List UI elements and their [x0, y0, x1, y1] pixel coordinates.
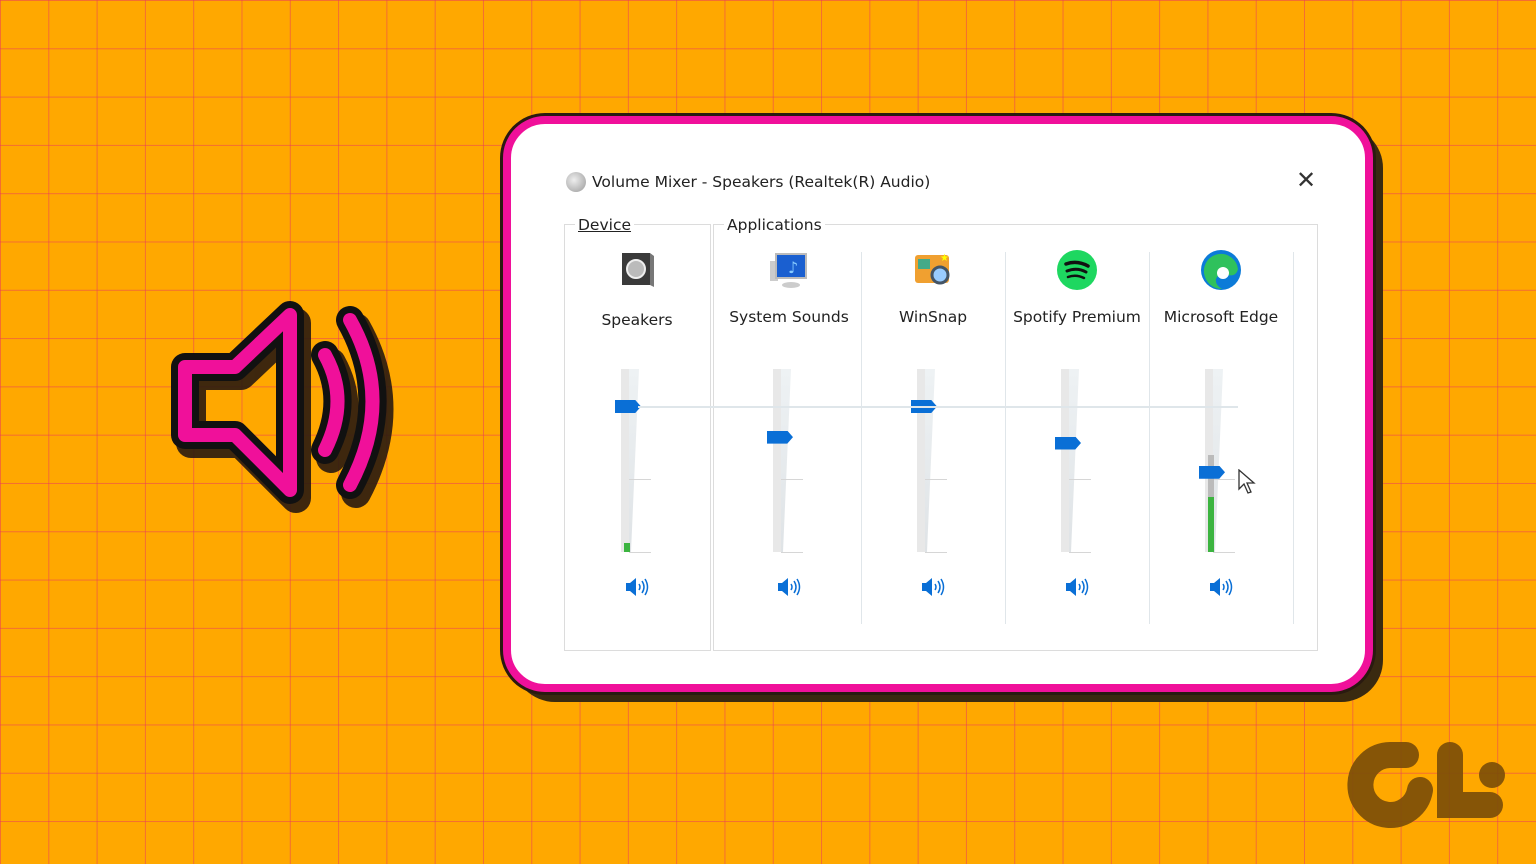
close-button[interactable]: ✕: [1296, 166, 1317, 194]
mute-button-speaker-icon[interactable]: [921, 576, 945, 602]
mute-button-speaker-icon[interactable]: [1065, 576, 1089, 602]
spotify-icon: [1056, 249, 1098, 291]
volume-slider[interactable]: [911, 369, 947, 554]
app-name: Speakers: [601, 311, 673, 329]
app-name: Spotify Premium: [1013, 308, 1141, 326]
slider-thumb[interactable]: [1055, 436, 1081, 450]
slider-track-taper: [781, 369, 791, 552]
slider-tick: [629, 552, 651, 553]
applications-group-label: Applications: [724, 216, 825, 234]
volume-slider[interactable]: [615, 369, 651, 554]
volume-slider[interactable]: [1055, 369, 1091, 554]
slider-track-taper: [629, 369, 639, 552]
mute-button-speaker-icon[interactable]: [1209, 576, 1233, 602]
svg-text:♪: ♪: [788, 258, 798, 277]
level-meter: [1208, 497, 1214, 552]
winsnap-icon: ★: [912, 249, 954, 291]
slider-tick: [1069, 552, 1091, 553]
app-name: Microsoft Edge: [1163, 308, 1279, 326]
slider-track: [917, 369, 927, 552]
mixer-column-spotify-premium: Spotify Premium: [1005, 244, 1149, 622]
slider-track: [773, 369, 783, 552]
column-separator: [861, 252, 862, 624]
mixer-column-speakers: Speakers: [565, 244, 709, 622]
slider-tick: [1069, 479, 1091, 480]
column-separator: [1149, 252, 1150, 624]
edge-icon: [1200, 249, 1242, 291]
applications-group: Applications: [713, 216, 1318, 651]
master-volume-line: [638, 406, 1238, 408]
slider-track: [1061, 369, 1071, 552]
column-separator: [1005, 252, 1006, 624]
slider-track-taper: [925, 369, 935, 552]
slider-tick: [781, 552, 803, 553]
column-separator: [1293, 252, 1294, 624]
slider-tick: [925, 552, 947, 553]
slider-tick: [781, 479, 803, 480]
mixer-column-microsoft-edge: Microsoft Edge: [1149, 244, 1293, 622]
svg-text:★: ★: [940, 253, 949, 264]
volume-mixer-app-icon: [566, 172, 586, 192]
speakers-icon: [616, 249, 658, 291]
slider-track-taper: [1213, 369, 1223, 552]
slider-tick: [629, 479, 651, 480]
mixer-column-system-sounds: ♪ System Sounds: [717, 244, 861, 622]
slider-thumb[interactable]: [767, 430, 793, 444]
window-title: Volume Mixer - Speakers (Realtek(R) Audi…: [592, 173, 931, 191]
volume-slider[interactable]: [1199, 369, 1235, 554]
device-group-label: Device: [575, 216, 635, 234]
app-name: System Sounds: [729, 308, 849, 326]
device-group: Device: [564, 216, 711, 651]
slider-tick: [1213, 479, 1235, 480]
volume-slider[interactable]: [767, 369, 803, 554]
app-name: WinSnap: [898, 308, 968, 326]
mouse-cursor-icon: [1238, 469, 1256, 494]
title-bar: Volume Mixer - Speakers (Realtek(R) Audi…: [566, 172, 930, 192]
volume-mixer-window: Volume Mixer - Speakers (Realtek(R) Audi…: [503, 116, 1373, 692]
gt-logo: [1347, 742, 1505, 828]
slider-thumb[interactable]: [615, 400, 641, 413]
slider-thumb[interactable]: [1199, 465, 1225, 479]
mixer-column-winsnap: ★ WinSnap: [861, 244, 1005, 622]
slider-track: [621, 369, 631, 552]
slider-tick: [1213, 552, 1235, 553]
slider-track-taper: [1069, 369, 1079, 552]
system-sounds-icon: ♪: [768, 249, 810, 291]
level-meter: [624, 542, 630, 552]
mute-button-speaker-icon[interactable]: [777, 576, 801, 602]
mute-button-speaker-icon[interactable]: [625, 576, 649, 602]
large-speaker-icon: [171, 301, 394, 513]
slider-tick: [925, 479, 947, 480]
